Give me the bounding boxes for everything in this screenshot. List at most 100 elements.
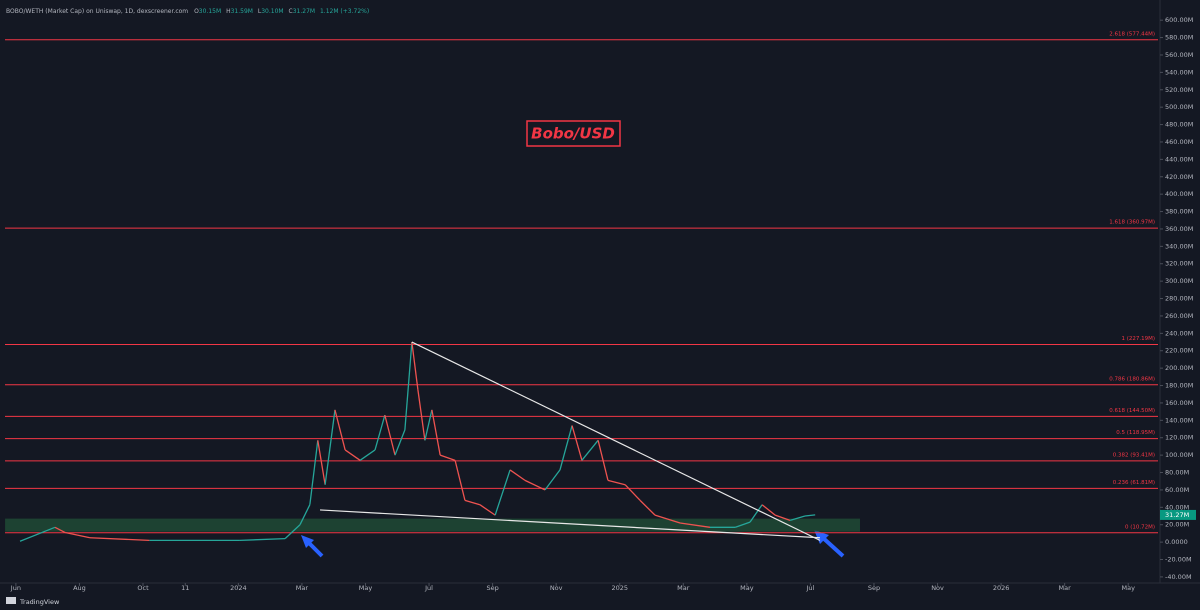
price-segment [804,514,816,517]
price-segment [239,537,286,542]
price-segment [424,409,433,441]
y-tick-label: 140.00M [1165,416,1193,424]
fib-label: 0.5 (118.95M) [1116,430,1155,436]
price-segment [624,484,641,501]
x-tick-label: May [359,584,373,592]
zone [5,518,860,532]
fib-label: 0.786 (180.86M) [1109,376,1155,382]
symbol: BOBO/WETH (Market Cap) on Uniswap, 1D, d… [6,8,188,15]
fib-label: 1.618 (360.97M) [1109,220,1155,226]
price-segment [317,440,326,485]
fib-label: 2.618 (577.44M) [1109,31,1155,37]
y-tick-label: 320.00M [1165,260,1193,268]
y-tick-label: 60.00M [1165,486,1189,494]
x-tick-label: Nov [550,584,563,592]
price-segment [464,499,481,506]
y-tick-label: 340.00M [1165,242,1193,250]
x-tick-label: May [1121,584,1135,592]
x-tick-label: Mar [296,584,309,592]
price-segment [454,460,466,501]
price-segment [54,526,66,534]
price-segment [581,439,599,461]
arrow [301,535,324,558]
price-segment [607,479,626,486]
price-segment [559,425,573,471]
arrow-shaft [820,535,845,558]
price-segment [359,449,376,461]
price-segment [299,504,311,526]
ohlc-key: L [258,8,262,15]
price-segment [789,515,806,521]
price-segment [494,469,511,516]
y-tick-label: 20.00M [1165,521,1189,529]
price-segment [65,531,91,539]
y-tick-label: 580.00M [1165,34,1193,42]
fib-label: 1 (227.19M) [1121,336,1155,342]
y-tick-label: 100.00M [1165,451,1193,459]
x-tick-label: Aug [73,584,86,592]
price-segment [479,504,496,516]
y-tick-label: 500.00M [1165,103,1193,111]
price-segment [524,479,546,491]
fib-label: 0.382 (93.41M) [1113,452,1155,458]
ohlc-key: H [226,8,231,15]
x-tick-label: Oct [137,584,149,592]
last-price-badge [1160,509,1196,520]
price-segment [374,414,386,451]
price-segment [761,504,776,516]
trendline [319,509,820,539]
price-segment [680,522,711,528]
logo [6,597,16,604]
y-tick-label: 300.00M [1165,277,1193,285]
price-segment [417,389,426,441]
y-tick-label: 420.00M [1165,173,1193,181]
arrow-head [814,530,829,544]
x-tick-label: Mar [1059,584,1072,592]
ohlc-value: 30.10M [261,8,283,15]
y-tick-label: 80.00M [1165,469,1189,477]
price-segment [284,524,301,540]
price-segment [309,440,319,505]
fib-label: 0.236 (61.81M) [1113,480,1155,486]
price-segment [544,469,561,491]
annotation-box [526,120,621,147]
price-segment [774,514,791,521]
price-segment [404,341,413,430]
y-tick-label: 200.00M [1165,364,1193,372]
x-tick-label: May [740,584,754,592]
x-tick-label: Sep [868,584,880,592]
price-segment [411,341,419,390]
y-tick-label: 560.00M [1165,51,1193,59]
footer: TradingView [19,598,60,606]
y-tick-label: 120.00M [1165,434,1193,442]
price-segment [639,499,656,516]
x-tick-label: Nov [931,584,944,592]
price-segment [324,409,336,485]
arrow-head [301,535,314,548]
price-segment [439,454,456,461]
y-tick-label: 40.00M [1165,503,1189,511]
price-segment [734,521,751,528]
fib-label: 0.618 (144.50M) [1109,408,1155,414]
y-tick-label: 360.00M [1165,225,1193,233]
trendline [411,341,821,541]
last-price-label: 31.27M [1165,511,1189,519]
x-tick-label: 2024 [230,584,247,592]
price-segment [394,429,406,456]
x-tick-label: Sep [486,584,498,592]
price-segment [431,409,441,456]
y-tick-label: 260.00M [1165,312,1193,320]
price-segment [89,537,150,542]
header: BOBO/WETH (Market Cap) on Uniswap, 1D, d… [6,8,369,15]
y-tick-label: -40.00M [1165,573,1192,581]
y-tick-label: 440.00M [1165,155,1193,163]
ohlc-key: O [194,8,199,15]
x-tick-label: 2025 [611,584,628,592]
ohlc-key: C [289,8,293,15]
y-tick-label: 240.00M [1165,329,1193,337]
price-segment [749,504,763,523]
ohlc-value: 31.27M [293,8,315,15]
change: 1.12M (+3.72%) [320,8,369,15]
